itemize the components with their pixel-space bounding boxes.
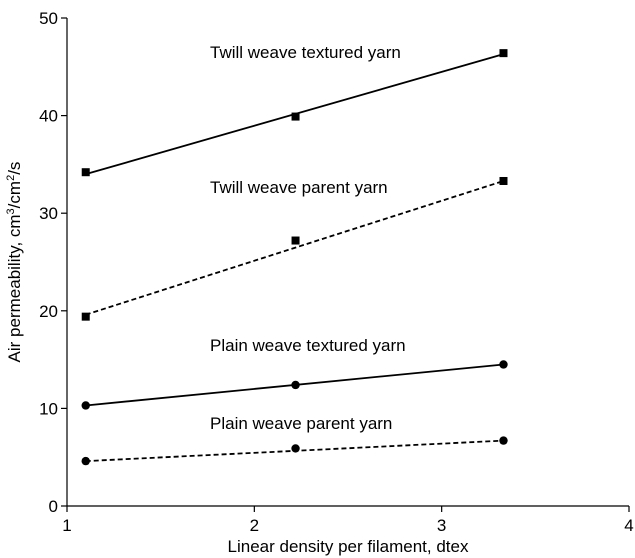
data-point — [291, 444, 300, 453]
data-point — [291, 380, 300, 390]
data-point — [81, 168, 90, 177]
x-tick-label: 2 — [250, 516, 259, 535]
series-label-twill-textured: Twill weave textured yarn — [210, 43, 401, 62]
data-point — [499, 360, 508, 369]
series-1 — [81, 49, 508, 177]
data-point — [499, 436, 508, 445]
data-point — [81, 312, 90, 321]
series-label-plain-textured: Plain weave textured yarn — [210, 336, 406, 355]
x-tick-label: 3 — [437, 516, 446, 535]
series-layer — [81, 49, 508, 466]
series-label-twill-parent: Twill weave parent yarn — [210, 178, 388, 197]
y-tick-label: 40 — [39, 107, 58, 126]
x-tick-label: 4 — [624, 516, 633, 535]
x-tick-label: 1 — [62, 516, 71, 535]
y-axis-title-sup: 3 — [5, 208, 17, 214]
y-tick-label: 10 — [39, 399, 58, 418]
data-point — [499, 176, 508, 185]
axes — [66, 18, 629, 507]
data-point — [291, 112, 300, 121]
y-axis-title-part: /cm — [5, 181, 24, 208]
series-fit-line — [85, 180, 504, 316]
y-axis-title-part: /s — [5, 162, 24, 175]
y-ticks: 0 10 20 30 40 50 — [39, 9, 67, 516]
y-tick-label: 30 — [39, 204, 58, 223]
data-point — [81, 401, 90, 410]
data-point — [499, 49, 508, 58]
x-ticks: 1 2 3 4 — [62, 506, 634, 535]
series-3 — [81, 360, 508, 410]
y-axis-title: Air permeability, cm3/cm2/s — [5, 162, 24, 363]
series-4 — [81, 436, 508, 466]
series-label-plain-parent: Plain weave parent yarn — [210, 414, 392, 433]
y-axis-title-part: Air permeability, cm — [5, 214, 24, 362]
series-2 — [81, 176, 508, 321]
x-axis-title: Linear density per filament, dtex — [228, 537, 469, 556]
y-tick-label: 0 — [49, 497, 58, 516]
y-axis-title-sup: 2 — [5, 175, 17, 181]
y-tick-label: 50 — [39, 9, 58, 28]
series-labels: Twill weave textured yarn Twill weave pa… — [210, 43, 406, 433]
data-point — [81, 456, 90, 466]
data-point — [291, 236, 300, 245]
y-tick-label: 20 — [39, 302, 58, 321]
